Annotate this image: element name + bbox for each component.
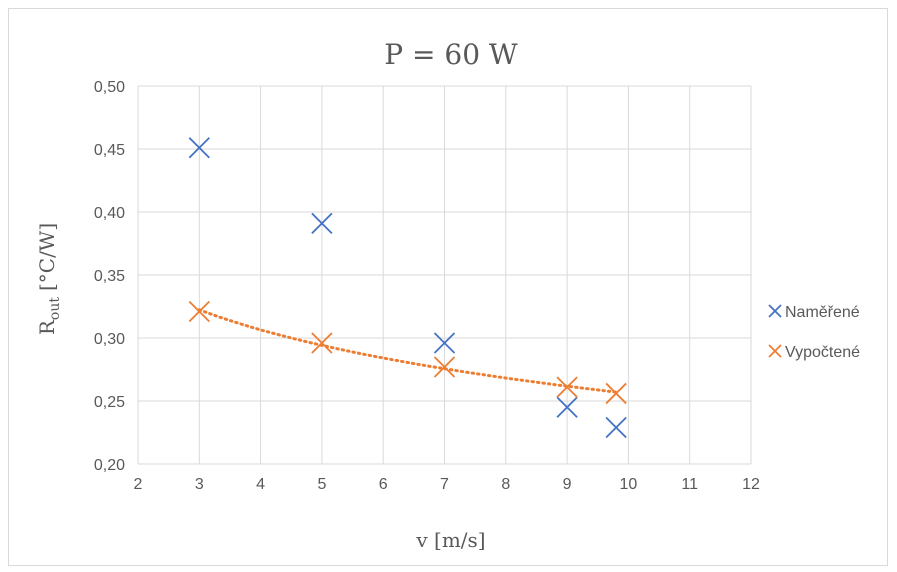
svg-text:Rout[°C/W]: Rout [°C/W]: [35, 223, 63, 335]
y-axis-label-unit: [°C/W]: [35, 223, 59, 291]
data-point-series-0: [311, 212, 333, 234]
y-tick-label: 0,20: [94, 457, 125, 474]
scatter-chart: 2 3 4 5 6 7 8 9 10 11 12 0,20 0,25 0,30 0,35 0,40 0,45 0,…: [35, 38, 860, 552]
gridlines: [137, 85, 752, 465]
trendline-1: [197, 308, 618, 394]
legend-label: Vypočtené: [785, 344, 860, 361]
data-point-series-1: [433, 356, 456, 378]
data-point-series-0: [188, 137, 210, 159]
data-point-series-0: [433, 332, 456, 354]
chart-title: P = 60 W: [384, 38, 518, 71]
x-tick-label: 12: [742, 476, 760, 493]
data-point-series-0: [556, 396, 578, 418]
x-tick-label: 8: [501, 476, 510, 493]
x-tick-label: 3: [195, 476, 204, 493]
data-point-series-1: [605, 382, 627, 405]
data-point-series-1: [188, 300, 210, 323]
x-tick-label: 9: [563, 476, 572, 493]
x-tick-label: 6: [379, 476, 388, 493]
legend-marker: [768, 344, 782, 358]
x-tick-label: 11: [681, 476, 698, 493]
y-tick-label: 0,45: [94, 142, 125, 159]
data-marks: [188, 137, 627, 439]
chart-frame: 2 3 4 5 6 7 8 9 10 11 12 0,20 0,25 0,30 0,35 0,40 0,45 0,…: [8, 8, 888, 566]
x-tick-label: 2: [134, 476, 143, 493]
data-point-series-1: [311, 332, 333, 354]
y-tick-label: 0,30: [94, 331, 125, 348]
y-tick-label: 0,35: [94, 268, 125, 285]
x-axis-label: v [m/s]: [415, 528, 485, 552]
legend: Naměřené Vypočtené: [768, 304, 860, 361]
y-axis-label: Rout [°C/W]: [35, 223, 63, 335]
tick-labels: 2 3 4 5 6 7 8 9 10 11 12 0,20 0,25 0,30 0,35 0,40 0,45 0,…: [94, 79, 760, 493]
y-axis-label-main: R: [35, 319, 59, 335]
y-tick-label: 0,25: [94, 394, 125, 411]
x-tick-label: 10: [620, 476, 638, 493]
x-tick-label: 4: [256, 476, 265, 493]
x-tick-label: 7: [440, 476, 449, 493]
y-tick-label: 0,40: [94, 205, 125, 222]
legend-label: Naměřené: [785, 304, 860, 321]
x-tick-label: 5: [317, 476, 326, 493]
data-point-series-1: [556, 376, 578, 398]
trendlines: [197, 308, 618, 394]
y-axis-label-subscript: out: [47, 297, 63, 320]
legend-marker: [768, 304, 782, 318]
data-point-series-0: [605, 416, 627, 439]
y-tick-label: 0,50: [94, 79, 125, 96]
